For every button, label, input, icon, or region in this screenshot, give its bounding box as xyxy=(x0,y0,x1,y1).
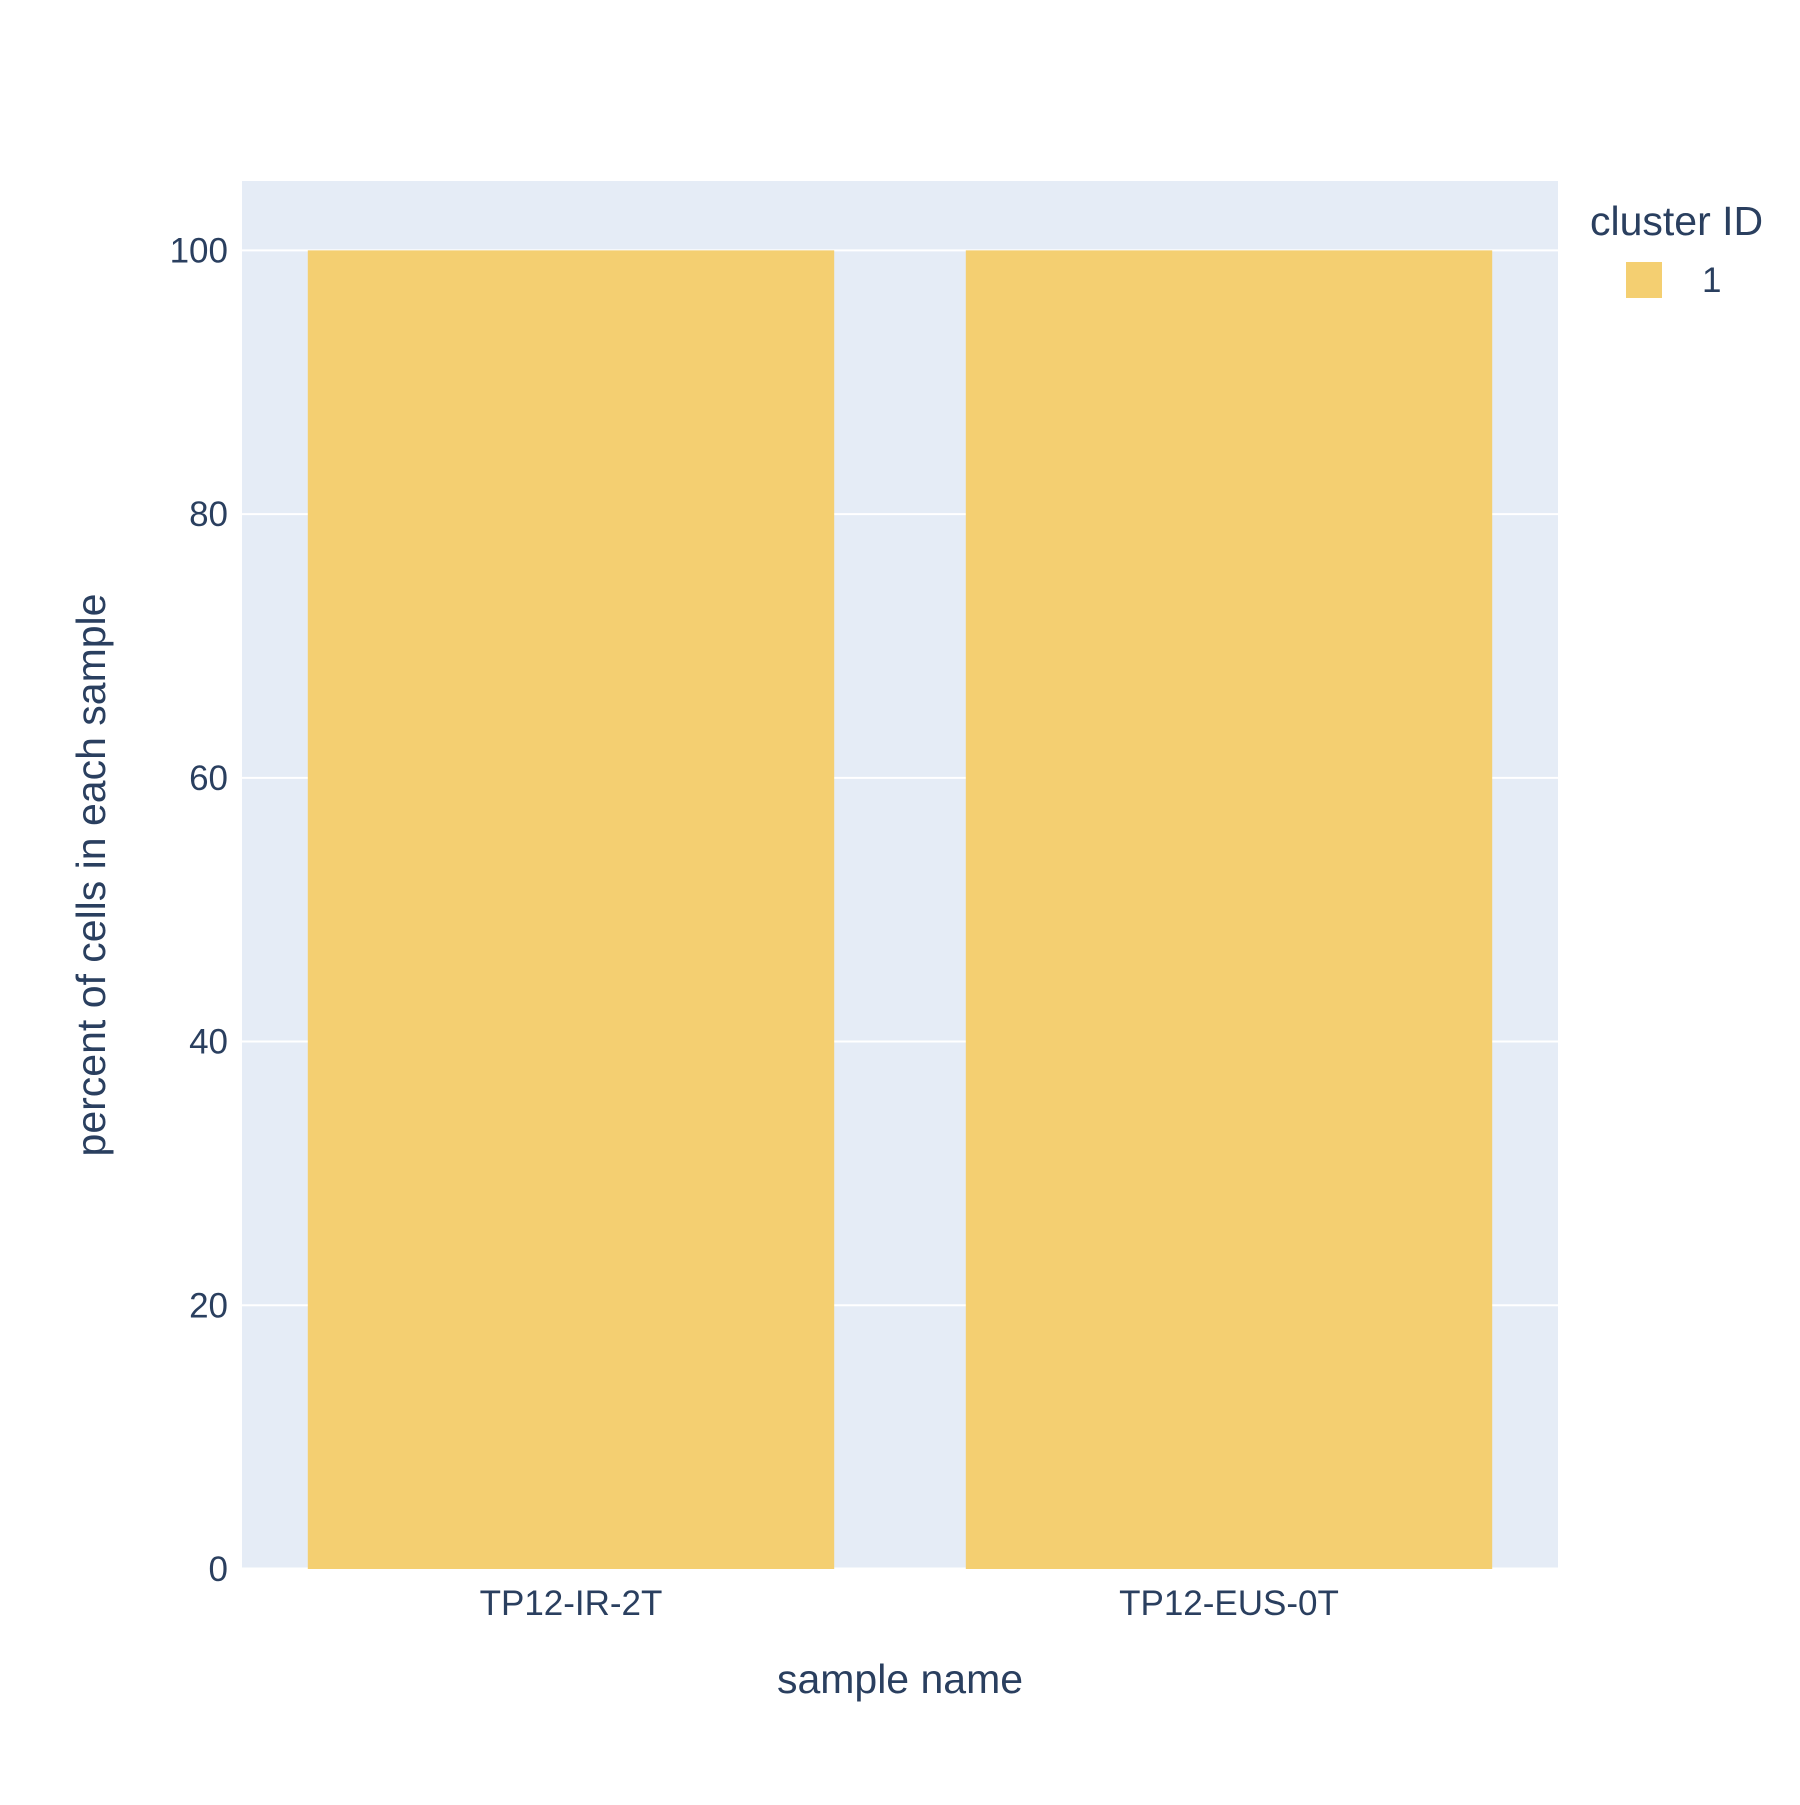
legend-swatch xyxy=(1626,262,1662,298)
y-axis-title: percent of cells in each sample xyxy=(68,594,114,1157)
y-tick-label: 40 xyxy=(189,1023,228,1062)
y-tick-label: 20 xyxy=(189,1286,228,1325)
y-tick-label: 100 xyxy=(170,231,228,270)
y-tick-label: 60 xyxy=(189,759,228,798)
legend-title: cluster ID xyxy=(1590,198,1763,244)
legend-items: 1 xyxy=(1626,261,1721,300)
bar xyxy=(965,250,1493,1569)
legend: cluster ID 1 xyxy=(1590,198,1763,300)
y-tick-label: 80 xyxy=(189,495,228,534)
y-tick-label: 0 xyxy=(209,1550,228,1589)
bars xyxy=(307,250,1493,1569)
x-tick-label: TP12-IR-2T xyxy=(480,1584,663,1623)
x-axis-ticks: TP12-IR-2T TP12-EUS-0T xyxy=(480,1584,1339,1623)
bar xyxy=(307,250,835,1569)
x-tick-label: TP12-EUS-0T xyxy=(1119,1584,1339,1623)
legend-label: 1 xyxy=(1702,261,1721,300)
x-axis-title: sample name xyxy=(777,1656,1023,1702)
y-axis-ticks: 0 20 40 60 80 100 xyxy=(170,231,228,1589)
